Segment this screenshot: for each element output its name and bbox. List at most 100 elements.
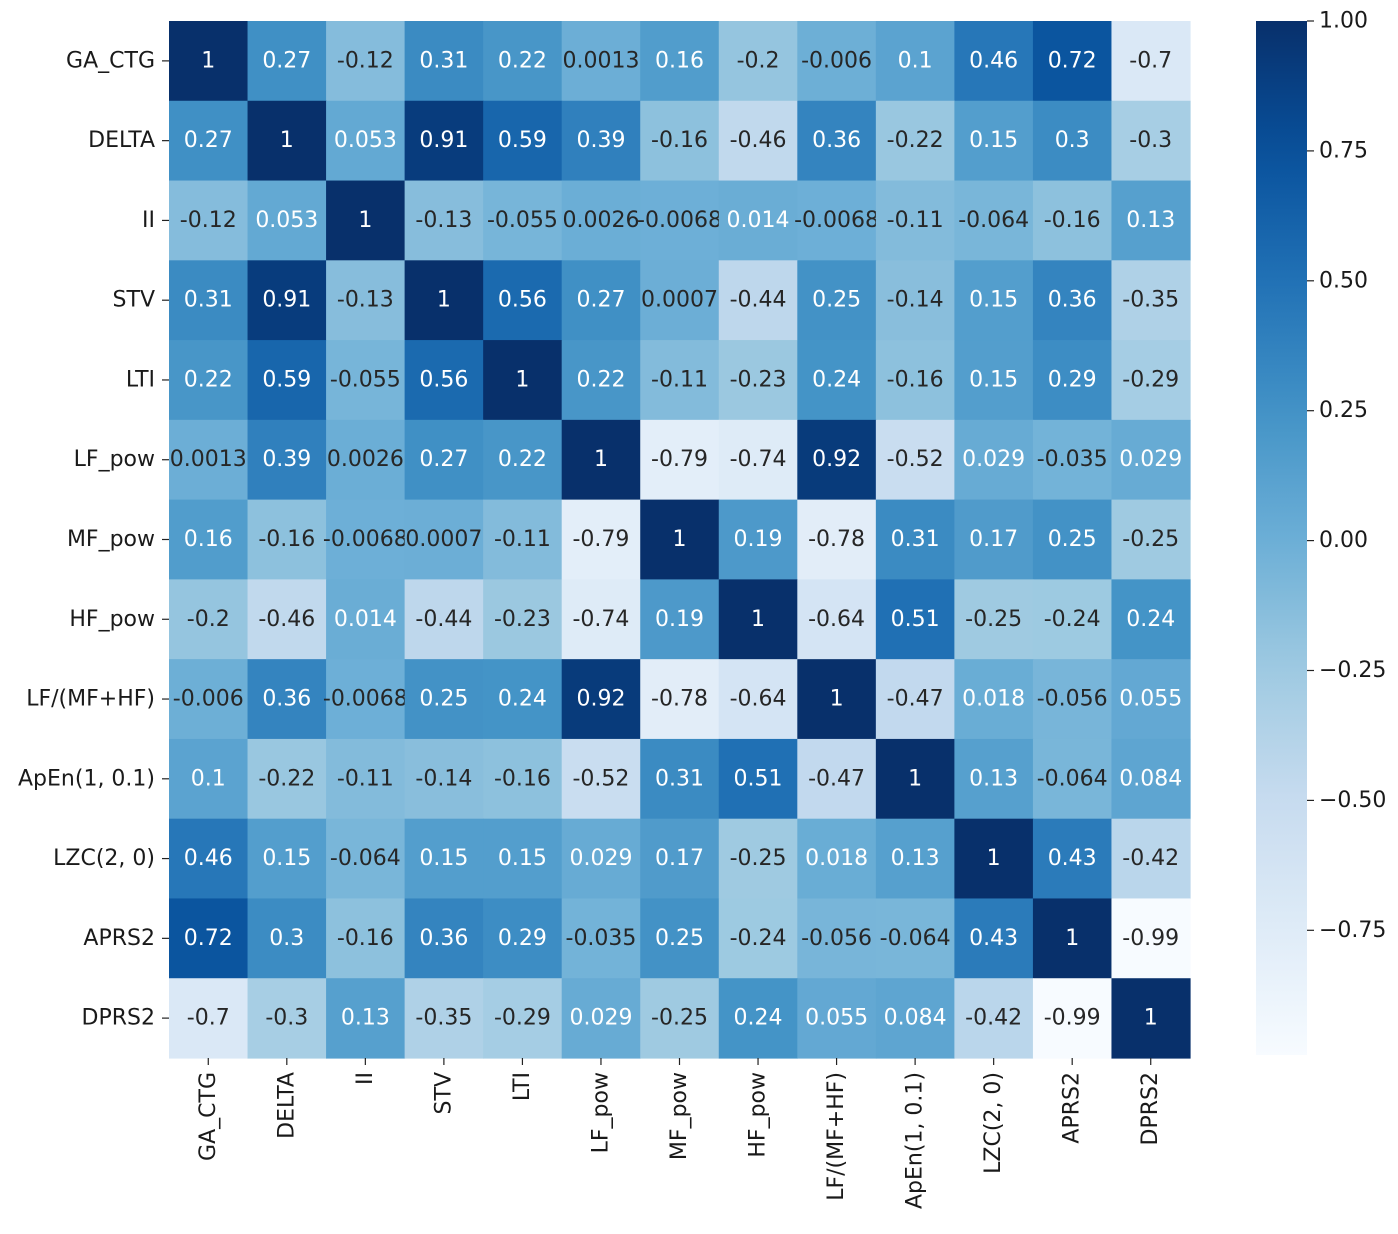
row-tick-label: LZC(2, 0) [53, 846, 155, 871]
cell-value-label: -0.006 [801, 48, 872, 73]
cell-value-label: -0.3 [265, 1006, 308, 1031]
heatmap-cell [326, 499, 406, 580]
cell-value-label: 0.39 [262, 447, 311, 472]
cell-value-label: -0.25 [651, 1006, 708, 1031]
cell-value-label: -0.44 [730, 288, 787, 313]
cell-value-label: 0.13 [891, 846, 940, 871]
heatmap-cell [561, 898, 641, 979]
heatmap-cell [875, 260, 955, 341]
cell-value-label: 0.25 [1048, 527, 1097, 552]
heatmap-cell [797, 21, 877, 102]
cell-value-label: 0.22 [498, 447, 547, 472]
column-tick-label: ApEn(1, 0.1) [903, 1072, 928, 1209]
heatmap-cell [640, 738, 720, 820]
cell-value-label: 1 [673, 527, 687, 552]
cell-value-label: 0.22 [498, 48, 547, 73]
heatmap-cell [169, 180, 249, 261]
heatmap-cell [483, 659, 563, 740]
cell-value-label: -0.064 [880, 926, 951, 951]
column-tick-label: DELTA [274, 1072, 299, 1139]
colorbar-tick-label: −0.75 [1319, 918, 1386, 943]
cell-value-label: 1 [515, 367, 529, 392]
heatmap-cell [483, 579, 563, 660]
cell-value-label: 0.0013 [170, 447, 247, 472]
heatmap-cell [797, 180, 877, 261]
cell-value-label: 0.15 [262, 846, 311, 871]
heatmap-cell [718, 340, 798, 421]
cell-value-label: 0.24 [498, 687, 547, 712]
cell-value-label: -0.0068 [637, 208, 722, 233]
cell-value-label: 0.0007 [641, 288, 718, 313]
cell-value-label: 0.1 [191, 766, 226, 791]
cell-value-label: -0.46 [258, 607, 315, 632]
cell-value-label: 1 [201, 48, 215, 73]
heatmap-cell [1111, 738, 1191, 820]
heatmap-cell [1111, 579, 1191, 660]
cell-value-label: -0.25 [730, 846, 787, 871]
cell-value-label: -0.16 [337, 926, 394, 951]
cell-value-label: 0.27 [262, 48, 311, 73]
cell-value-label: 0.59 [498, 128, 547, 153]
cell-value-label: -0.0068 [323, 687, 408, 712]
heatmap-cell [1032, 100, 1113, 182]
cell-value-label: 0.56 [498, 288, 547, 313]
heatmap-cell [483, 260, 563, 341]
cell-value-label: -0.11 [337, 766, 394, 791]
cell-value-label: 1 [830, 687, 844, 712]
heatmap-cell [875, 818, 955, 900]
cell-value-label: 0.029 [569, 1006, 632, 1031]
heatmap-cell [561, 180, 641, 261]
heatmap-cell [718, 260, 798, 341]
heatmap-cell [404, 659, 484, 740]
heatmap-cell [640, 21, 720, 102]
heatmap-cell [326, 260, 406, 341]
heatmap-cell [1111, 898, 1191, 979]
heatmap-cell [326, 419, 406, 501]
cell-value-label: -0.14 [415, 766, 472, 791]
row-tick-label: STV [113, 288, 155, 313]
cell-value-label: -0.74 [572, 607, 629, 632]
heatmap-cell [247, 818, 327, 900]
row-tick-label: II [142, 208, 155, 233]
cell-value-label: 0.25 [812, 288, 861, 313]
cell-value-label: -0.0068 [323, 527, 408, 552]
heatmap-cell [1032, 738, 1113, 820]
heatmap-cell [404, 898, 484, 979]
heatmap-cell [247, 21, 327, 102]
cell-value-label: -0.11 [887, 208, 944, 233]
heatmap-cell [1111, 818, 1191, 900]
cell-value-label: 0.25 [419, 687, 468, 712]
heatmap-cell [954, 260, 1034, 341]
cell-value-label: 0.22 [576, 367, 625, 392]
heatmap-cell [404, 738, 484, 820]
cell-value-label: 0.19 [734, 527, 783, 552]
cell-value-label: -0.12 [337, 48, 394, 73]
cell-value-label: 1 [1065, 926, 1079, 951]
heatmap-cell [640, 579, 720, 660]
cell-value-label: 0.0007 [405, 527, 482, 552]
heatmap-cell [640, 340, 720, 421]
cell-value-label: 0.29 [1048, 367, 1097, 392]
heatmap-cell [561, 419, 641, 501]
cell-value-label: 0.24 [812, 367, 861, 392]
cell-value-label: 0.014 [727, 208, 790, 233]
cell-value-label: -0.056 [801, 926, 872, 951]
cell-value-label: -0.99 [1044, 1006, 1101, 1031]
heatmap-cell [1032, 579, 1113, 660]
cell-value-label: -0.055 [330, 367, 401, 392]
cell-value-label: -0.22 [258, 766, 315, 791]
cell-value-label: -0.11 [651, 367, 708, 392]
cell-value-label: -0.47 [808, 766, 865, 791]
cell-value-label: -0.16 [651, 128, 708, 153]
column-tick-label: II [353, 1072, 378, 1085]
cell-value-label: 0.055 [805, 1006, 868, 1031]
heatmap-cell [169, 659, 249, 740]
heatmap-cell [1111, 978, 1191, 1059]
heatmap-cell [875, 738, 955, 820]
heatmap-cell [1032, 978, 1113, 1059]
heatmap-cell [404, 499, 484, 580]
heatmap-cell [640, 100, 720, 182]
heatmap-cell [561, 818, 641, 900]
heatmap-cell [326, 978, 406, 1059]
cell-value-label: 0.27 [184, 128, 233, 153]
